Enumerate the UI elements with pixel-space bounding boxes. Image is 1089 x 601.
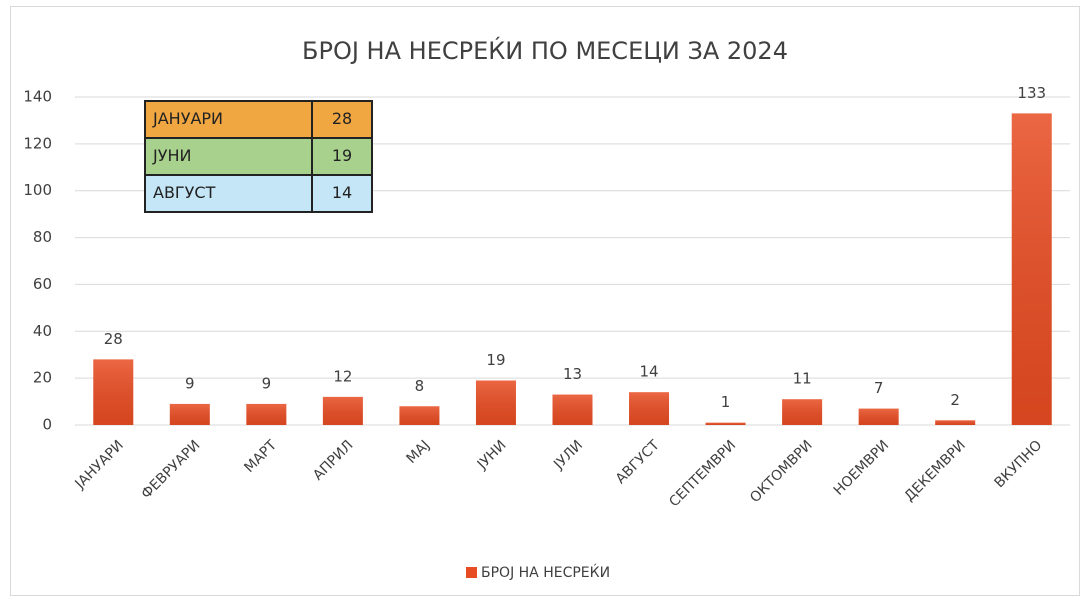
chart-border [10, 6, 1080, 596]
data-label: 13 [563, 365, 582, 383]
y-tick-label: 40 [33, 322, 52, 340]
bar-shade [552, 394, 593, 425]
data-label: 19 [486, 351, 505, 369]
bar-shade [1011, 113, 1052, 426]
data-label: 1 [721, 393, 731, 411]
bar-shade [629, 392, 670, 425]
bar-shade [705, 422, 746, 425]
y-tick-label: 120 [23, 134, 52, 152]
data-label: 11 [793, 370, 812, 388]
bar-shade [475, 380, 516, 425]
data-label: 9 [262, 374, 272, 392]
data-label: 2 [950, 391, 960, 409]
table-value: 14 [332, 183, 352, 202]
data-label: 133 [1017, 84, 1046, 102]
bar-shade [93, 359, 134, 425]
bar-shade [169, 403, 210, 425]
bar-shade [935, 420, 976, 425]
bar-shade [782, 399, 823, 425]
y-tick-label: 0 [42, 416, 52, 434]
data-label: 14 [639, 363, 658, 381]
table-cell [311, 137, 373, 176]
legend-swatch [466, 567, 477, 578]
table-cell [144, 100, 313, 139]
data-label: 7 [874, 379, 884, 397]
chart-title: БРОЈ НА НЕСРЕЌИ ПО МЕСЕЦИ ЗА 2024 [302, 36, 788, 65]
table-label: АВГУСТ [153, 183, 216, 202]
data-label: 9 [185, 374, 195, 392]
y-tick-label: 80 [33, 228, 52, 246]
table-cell [311, 174, 373, 213]
data-label: 12 [333, 367, 352, 385]
table-value: 19 [332, 146, 352, 165]
y-tick-label: 20 [33, 369, 52, 387]
y-tick-label: 140 [23, 88, 52, 106]
bar-shade [858, 408, 899, 425]
bar-shade [322, 396, 363, 425]
bar-shade [399, 406, 440, 425]
table-label: ЈАНУАРИ [152, 109, 223, 128]
data-label: 28 [104, 330, 123, 348]
legend-label: БРОЈ НА НЕСРЕЌИ [481, 564, 610, 581]
y-tick-label: 100 [23, 181, 52, 199]
bar-shade [246, 403, 287, 425]
table-label: ЈУНИ [152, 146, 191, 165]
data-label: 8 [415, 377, 425, 395]
table-value: 28 [332, 109, 352, 128]
table-cell [311, 100, 373, 139]
y-tick-label: 60 [33, 275, 52, 293]
